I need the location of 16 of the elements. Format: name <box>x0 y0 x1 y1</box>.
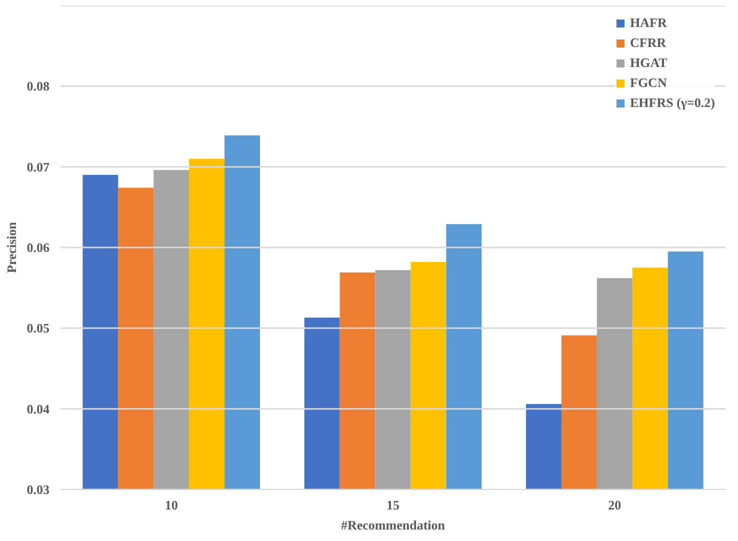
y-tick-label: 0.06 <box>26 240 50 255</box>
legend-label: HGAT <box>630 55 668 71</box>
legend-label: EHFRS (γ=0.2) <box>630 95 715 111</box>
x-tick-label: 10 <box>164 498 178 512</box>
x-axis-title: #Recommendation <box>341 518 446 532</box>
y-tick-label: 0.03 <box>26 482 50 497</box>
legend-label: HAFR <box>630 15 667 31</box>
legend-label: FGCN <box>630 75 667 91</box>
y-tick-label: 0.08 <box>26 78 50 94</box>
x-tick-label: 15 <box>386 498 400 512</box>
y-tick-label: 0.05 <box>26 320 50 336</box>
y-axis-title: Precision <box>4 221 19 274</box>
y-tick-label: 0.04 <box>26 401 50 416</box>
legend-label: CFRR <box>630 35 666 51</box>
y-tick-label: 0.07 <box>26 159 50 174</box>
x-tick-label: 20 <box>608 498 622 512</box>
